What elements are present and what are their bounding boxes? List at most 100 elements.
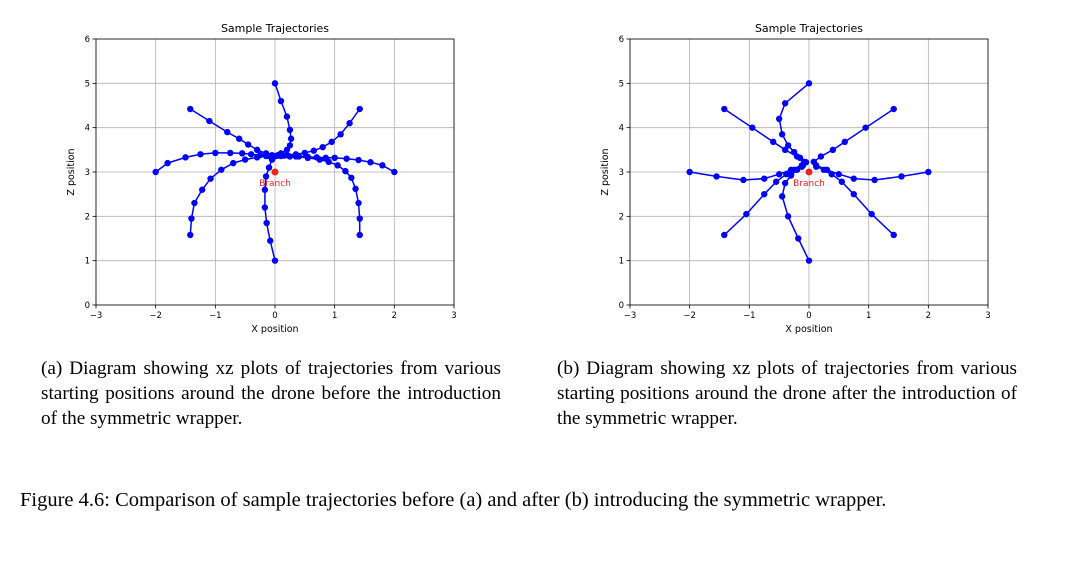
subfigure-caption-a: (a) Diagram showing xz plots of trajecto… bbox=[41, 358, 501, 429]
trajectory-point bbox=[890, 231, 897, 239]
trajectory-point bbox=[280, 152, 288, 159]
trajectory-point bbox=[862, 124, 869, 131]
y-tick-label: 5 bbox=[85, 79, 90, 89]
y-tick-label: 0 bbox=[85, 301, 90, 311]
trajectory-point bbox=[261, 186, 269, 193]
trajectory-point bbox=[775, 115, 783, 123]
trajectory-point bbox=[188, 215, 195, 222]
trajectory-point bbox=[850, 175, 857, 182]
trajectory-point bbox=[352, 185, 359, 193]
trajectory-line bbox=[723, 108, 805, 163]
trajectory-point bbox=[686, 168, 693, 176]
trajectory-point bbox=[828, 171, 835, 178]
trajectory-point bbox=[356, 105, 363, 113]
trajectory-point bbox=[798, 163, 806, 170]
trajectory-point bbox=[197, 151, 204, 158]
trajectory-point bbox=[268, 151, 276, 159]
trajectory-point bbox=[187, 105, 194, 113]
trajectory-point bbox=[227, 149, 234, 157]
trajectory-point bbox=[212, 149, 219, 157]
trajectory-point bbox=[191, 199, 198, 207]
x-tick-label: 1 bbox=[332, 311, 337, 321]
y-axis-label: Z position bbox=[600, 148, 611, 195]
y-tick-label: 3 bbox=[619, 168, 624, 178]
y-tick-label: 2 bbox=[619, 212, 624, 222]
x-tick-label: 1 bbox=[866, 311, 871, 321]
trajectory-point bbox=[199, 186, 206, 193]
x-tick-label: −3 bbox=[90, 311, 103, 321]
trajectory-point bbox=[262, 152, 270, 160]
trajectory-point bbox=[304, 154, 312, 162]
trajectory-point bbox=[898, 173, 905, 180]
trajectory-plot-b: −3 −2 −1 0 1 2 3 0 1 2 3 4 5 6 Sample Trajectories X po… bbox=[600, 22, 991, 335]
trajectory-point bbox=[790, 166, 798, 173]
trajectory-point bbox=[253, 146, 261, 154]
trajectory-point bbox=[244, 141, 252, 148]
trajectory-point bbox=[721, 231, 728, 239]
trajectory-point bbox=[152, 168, 159, 176]
trajectory-point bbox=[334, 162, 341, 169]
branch-point bbox=[805, 168, 813, 176]
trajectory-point bbox=[310, 147, 317, 154]
trajectory-line bbox=[189, 155, 267, 236]
trajectory-point bbox=[850, 190, 857, 198]
trajectory-point bbox=[236, 135, 243, 142]
trajectory-point bbox=[287, 135, 295, 142]
trajectory-point bbox=[775, 171, 783, 178]
trajectory-point bbox=[218, 166, 225, 173]
trajectory-point bbox=[187, 231, 194, 239]
trajectory-point bbox=[795, 235, 802, 242]
trajectory-point bbox=[379, 162, 386, 169]
trajectory-line bbox=[813, 108, 895, 163]
x-axis-label: X position bbox=[785, 324, 832, 335]
trajectory-point bbox=[925, 168, 932, 176]
trajectory-point bbox=[841, 138, 848, 146]
x-tick-label: 2 bbox=[926, 311, 931, 321]
trajectory-point bbox=[164, 159, 171, 167]
trajectory-point bbox=[356, 231, 363, 239]
trajectory-point bbox=[277, 97, 285, 105]
trajectory-point bbox=[778, 131, 786, 138]
trajectory-point bbox=[206, 117, 213, 125]
trajectory-point bbox=[356, 215, 363, 222]
branch-label: Branch bbox=[259, 179, 291, 189]
trajectory-point bbox=[283, 146, 291, 154]
trajectory-point bbox=[337, 131, 344, 138]
trajectory-point bbox=[230, 159, 237, 167]
trajectory-point bbox=[263, 219, 270, 227]
trajectory-point bbox=[810, 158, 817, 166]
trajectory-point bbox=[781, 146, 789, 154]
trajectory-point bbox=[820, 166, 828, 173]
trajectory-point bbox=[761, 190, 768, 198]
trajectory-point bbox=[793, 153, 801, 160]
trajectory-point bbox=[271, 257, 279, 264]
trajectory-point bbox=[283, 113, 291, 120]
y-axis-label: Z position bbox=[66, 148, 77, 195]
subfigure-caption-b: (b) Diagram showing xz plots of trajecto… bbox=[557, 358, 1017, 429]
trajectory-point bbox=[838, 178, 846, 185]
trajectory-point bbox=[770, 138, 777, 146]
trajectory-point bbox=[342, 167, 349, 175]
trajectory-point bbox=[817, 153, 825, 160]
trajectory-point bbox=[829, 146, 837, 154]
trajectory-point bbox=[262, 173, 270, 180]
trajectory-point bbox=[761, 175, 768, 182]
y-tick-label: 5 bbox=[619, 79, 624, 89]
branch-point bbox=[271, 168, 279, 176]
trajectory-point bbox=[391, 168, 398, 176]
trajectory-point bbox=[805, 257, 813, 264]
trajectory-point bbox=[316, 156, 323, 163]
trajectory-point bbox=[781, 179, 789, 187]
trajectory-point bbox=[740, 176, 747, 184]
trajectory-point bbox=[261, 204, 269, 211]
trajectory-point bbox=[331, 154, 338, 162]
y-tick-label: 1 bbox=[85, 257, 90, 267]
trajectory-point bbox=[343, 155, 350, 162]
x-tick-label: 0 bbox=[272, 311, 277, 321]
trajectory-point bbox=[713, 173, 720, 180]
y-tick-label: 1 bbox=[619, 257, 624, 267]
chart-title: Sample Trajectories bbox=[221, 22, 329, 35]
y-tick-label: 3 bbox=[85, 168, 90, 178]
y-tick-label: 2 bbox=[85, 212, 90, 222]
trajectory-point bbox=[367, 159, 374, 166]
